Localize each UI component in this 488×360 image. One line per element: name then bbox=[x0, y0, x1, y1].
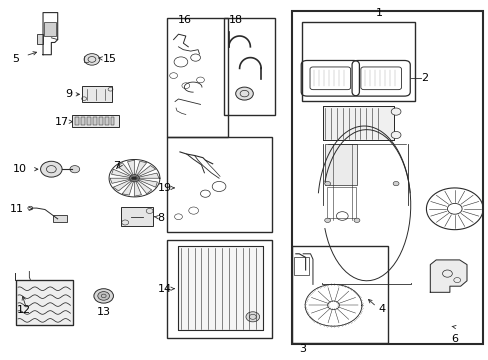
Polygon shape bbox=[134, 178, 151, 194]
Bar bbox=[294, 257, 308, 275]
Circle shape bbox=[98, 292, 109, 300]
Circle shape bbox=[447, 203, 461, 214]
Bar bbox=[75, 117, 79, 125]
Circle shape bbox=[353, 218, 359, 222]
Circle shape bbox=[327, 301, 339, 310]
Circle shape bbox=[324, 218, 330, 222]
Bar bbox=[178, 246, 262, 330]
Text: 6: 6 bbox=[450, 334, 457, 344]
Polygon shape bbox=[117, 163, 134, 178]
Text: 1: 1 bbox=[375, 8, 382, 18]
Bar bbox=[87, 117, 91, 125]
Circle shape bbox=[84, 54, 100, 65]
Circle shape bbox=[390, 131, 400, 139]
Bar bbox=[72, 115, 119, 127]
Text: 8: 8 bbox=[157, 213, 164, 223]
Bar bbox=[167, 137, 272, 232]
Bar bbox=[81, 117, 85, 125]
Circle shape bbox=[94, 289, 113, 303]
Circle shape bbox=[41, 161, 62, 177]
Text: 13: 13 bbox=[97, 307, 110, 317]
Bar bbox=[104, 117, 108, 125]
Polygon shape bbox=[134, 178, 141, 196]
Polygon shape bbox=[134, 166, 155, 178]
Text: 10: 10 bbox=[13, 164, 27, 174]
Circle shape bbox=[390, 108, 400, 115]
Polygon shape bbox=[122, 178, 134, 195]
Text: 14: 14 bbox=[158, 284, 172, 294]
Text: 11: 11 bbox=[9, 204, 23, 214]
Bar bbox=[325, 144, 356, 185]
Text: 7: 7 bbox=[112, 161, 120, 171]
Bar bbox=[322, 106, 393, 140]
Bar bbox=[16, 280, 73, 325]
Polygon shape bbox=[111, 169, 134, 178]
Bar bbox=[53, 215, 66, 222]
Bar bbox=[93, 117, 97, 125]
Polygon shape bbox=[429, 260, 466, 292]
Text: 2: 2 bbox=[421, 73, 428, 84]
Circle shape bbox=[245, 312, 259, 322]
Bar bbox=[302, 22, 414, 101]
Bar bbox=[326, 187, 355, 218]
Polygon shape bbox=[127, 160, 134, 178]
Bar bbox=[224, 18, 275, 115]
Text: 15: 15 bbox=[102, 54, 117, 64]
Polygon shape bbox=[134, 161, 146, 178]
Bar bbox=[110, 117, 114, 125]
Text: 3: 3 bbox=[299, 344, 305, 354]
Bar bbox=[292, 246, 387, 343]
Text: 12: 12 bbox=[17, 305, 31, 315]
Text: 17: 17 bbox=[55, 117, 69, 127]
Circle shape bbox=[324, 181, 330, 186]
Bar bbox=[16, 280, 73, 325]
Text: 9: 9 bbox=[65, 89, 72, 99]
Bar bbox=[178, 246, 262, 330]
Bar bbox=[82, 86, 112, 102]
Polygon shape bbox=[110, 178, 134, 183]
Circle shape bbox=[129, 175, 139, 182]
Circle shape bbox=[70, 166, 80, 173]
Text: 19: 19 bbox=[158, 183, 172, 193]
Circle shape bbox=[392, 181, 398, 186]
Polygon shape bbox=[134, 178, 157, 187]
Bar bbox=[322, 106, 393, 140]
Bar bbox=[37, 34, 42, 44]
Text: 4: 4 bbox=[377, 303, 385, 314]
Bar bbox=[121, 207, 153, 226]
Text: 5: 5 bbox=[12, 54, 19, 64]
Bar bbox=[292, 11, 482, 344]
Circle shape bbox=[235, 87, 253, 100]
Bar bbox=[167, 18, 228, 137]
Text: 18: 18 bbox=[228, 15, 242, 25]
Bar bbox=[44, 22, 56, 36]
Polygon shape bbox=[134, 173, 159, 178]
Text: 16: 16 bbox=[178, 15, 191, 25]
Bar bbox=[99, 117, 102, 125]
Polygon shape bbox=[113, 178, 134, 191]
Bar bbox=[167, 240, 272, 338]
